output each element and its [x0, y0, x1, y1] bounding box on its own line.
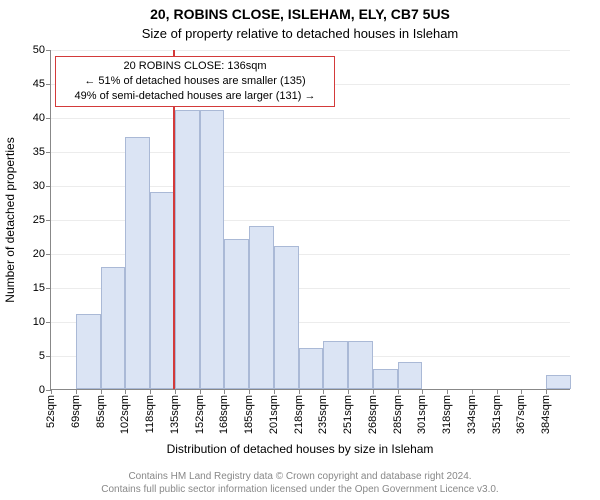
xtick-label: 384sqm [540, 395, 552, 434]
xtick-mark [224, 389, 225, 394]
xtick-label: 351sqm [491, 395, 503, 434]
xtick-label: 152sqm [194, 395, 206, 434]
xtick-label: 268sqm [367, 395, 379, 434]
xtick-mark [175, 389, 176, 394]
ytick-label: 25 [33, 214, 45, 226]
xtick-mark [497, 389, 498, 394]
xtick-label: 69sqm [70, 395, 82, 428]
xtick-mark [125, 389, 126, 394]
chart-title-sub: Size of property relative to detached ho… [0, 26, 600, 41]
xtick-label: 135sqm [169, 395, 181, 434]
grid-line [51, 50, 570, 51]
y-axis-label: Number of detached properties [3, 137, 17, 302]
ytick-label: 10 [33, 316, 45, 328]
xtick-mark [323, 389, 324, 394]
histogram-bar [546, 375, 571, 389]
xtick-label: 102sqm [119, 395, 131, 434]
chart-title-address: 20, ROBINS CLOSE, ISLEHAM, ELY, CB7 5US [0, 6, 600, 22]
xtick-label: 168sqm [218, 395, 230, 434]
ytick-label: 35 [33, 146, 45, 158]
histogram-bar [274, 246, 299, 389]
histogram-bar [348, 341, 373, 389]
annotation-line: 49% of semi-detached houses are larger (… [62, 89, 328, 104]
ytick-mark [46, 118, 51, 119]
xtick-label: 251sqm [342, 395, 354, 434]
xtick-mark [76, 389, 77, 394]
xtick-mark [101, 389, 102, 394]
histogram-bar [398, 362, 423, 389]
xtick-mark [299, 389, 300, 394]
xtick-mark [447, 389, 448, 394]
grid-line [51, 118, 570, 119]
histogram-bar [200, 110, 225, 389]
ytick-mark [46, 50, 51, 51]
xtick-label: 118sqm [144, 395, 156, 433]
xtick-label: 367sqm [515, 395, 527, 434]
ytick-mark [46, 288, 51, 289]
ytick-label: 45 [33, 78, 45, 90]
histogram-bar [76, 314, 101, 389]
xtick-label: 201sqm [268, 395, 280, 434]
xtick-mark [200, 389, 201, 394]
histogram-bar [101, 267, 126, 389]
annotation-line: ← 51% of detached houses are smaller (13… [62, 74, 328, 89]
ytick-label: 20 [33, 248, 45, 260]
xtick-mark [150, 389, 151, 394]
ytick-label: 40 [33, 112, 45, 124]
xtick-mark [521, 389, 522, 394]
histogram-bar [299, 348, 324, 389]
xtick-mark [348, 389, 349, 394]
xtick-mark [274, 389, 275, 394]
x-axis-label: Distribution of detached houses by size … [0, 442, 600, 456]
histogram-bar [175, 110, 200, 389]
ytick-mark [46, 84, 51, 85]
footer-line-1: Contains HM Land Registry data © Crown c… [0, 471, 600, 484]
xtick-mark [422, 389, 423, 394]
xtick-label: 52sqm [45, 395, 57, 428]
ytick-label: 50 [33, 44, 45, 56]
xtick-label: 235sqm [317, 395, 329, 434]
xtick-label: 285sqm [392, 395, 404, 434]
histogram-bar [224, 239, 249, 389]
xtick-mark [546, 389, 547, 394]
xtick-label: 218sqm [293, 395, 305, 434]
ytick-mark [46, 152, 51, 153]
annotation-line: 20 ROBINS CLOSE: 136sqm [62, 59, 328, 74]
annotation-box: 20 ROBINS CLOSE: 136sqm← 51% of detached… [55, 56, 335, 107]
xtick-label: 85sqm [95, 395, 107, 428]
histogram-bar [150, 192, 175, 389]
footer-attribution: Contains HM Land Registry data © Crown c… [0, 471, 600, 496]
plot-area: 0510152025303540455052sqm69sqm85sqm102sq… [50, 50, 570, 390]
ytick-mark [46, 186, 51, 187]
ytick-mark [46, 220, 51, 221]
histogram-bar [323, 341, 348, 389]
xtick-mark [472, 389, 473, 394]
histogram-bar [249, 226, 274, 389]
xtick-label: 185sqm [243, 395, 255, 434]
xtick-mark [51, 389, 52, 394]
xtick-mark [249, 389, 250, 394]
histogram-bar [373, 369, 398, 389]
xtick-mark [373, 389, 374, 394]
xtick-label: 318sqm [441, 395, 453, 434]
ytick-mark [46, 322, 51, 323]
xtick-label: 301sqm [416, 395, 428, 434]
ytick-label: 30 [33, 180, 45, 192]
chart-container: 20, ROBINS CLOSE, ISLEHAM, ELY, CB7 5US … [0, 0, 600, 500]
ytick-label: 5 [39, 350, 45, 362]
ytick-label: 15 [33, 282, 45, 294]
ytick-mark [46, 356, 51, 357]
xtick-mark [398, 389, 399, 394]
xtick-label: 334sqm [466, 395, 478, 434]
footer-line-2: Contains full public sector information … [0, 484, 600, 497]
histogram-bar [125, 137, 150, 389]
ytick-mark [46, 254, 51, 255]
